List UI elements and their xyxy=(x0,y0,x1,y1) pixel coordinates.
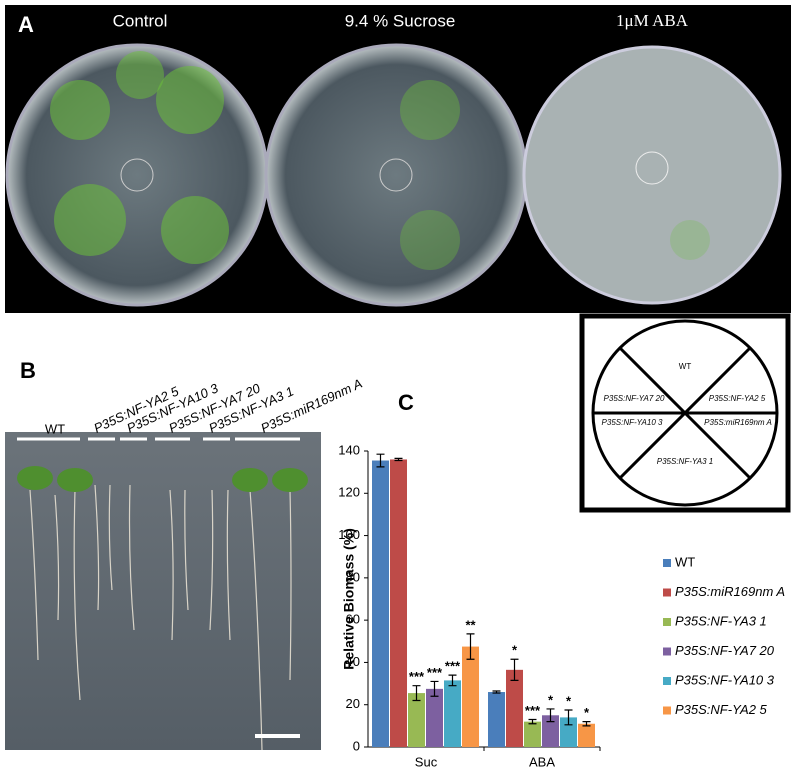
seedlings xyxy=(50,51,710,270)
y-tick-label: 40 xyxy=(346,654,360,669)
y-tick-label: 20 xyxy=(346,696,360,711)
bar xyxy=(444,680,461,747)
significance-label: *** xyxy=(525,703,541,718)
error-bar xyxy=(582,721,591,727)
seedling-photo xyxy=(5,432,321,750)
significance-label: *** xyxy=(427,665,443,680)
sector-label: P35S:NF-YA7 20 xyxy=(604,394,665,403)
plate xyxy=(264,43,528,307)
bar xyxy=(560,717,577,747)
bar xyxy=(462,646,479,747)
error-bar xyxy=(394,457,403,462)
plate-center xyxy=(635,151,669,185)
error-bar xyxy=(492,690,501,694)
plate xyxy=(522,45,782,305)
leaves xyxy=(17,466,308,492)
sector-label: P35S:NF-YA3 1 xyxy=(657,457,713,466)
legend-swatch xyxy=(663,559,671,567)
y-tick-label: 80 xyxy=(346,569,360,584)
error-bar xyxy=(546,708,555,723)
diagram-dividers xyxy=(593,346,777,480)
sector-label: P35S:NF-YA10 3 xyxy=(602,418,663,427)
y-axis-title: Relative Biomass (%) xyxy=(341,528,357,670)
error-bar xyxy=(510,658,519,681)
sector-label: P35S:miR169nm A xyxy=(704,418,772,427)
y-tick-label: 140 xyxy=(338,442,360,457)
error-bar xyxy=(564,709,573,726)
legend-label: P35S:NF-YA10 3 xyxy=(675,672,775,687)
plates xyxy=(5,43,782,307)
sector-label: P35S:NF-YA2 5 xyxy=(709,394,766,403)
significance-label: * xyxy=(548,692,554,707)
y-tick-label: 100 xyxy=(338,527,360,542)
y-tick-label: 0 xyxy=(353,738,360,753)
x-tick-label: Suc xyxy=(415,754,438,769)
genotype-labels: P35S:NF-YA2 5 P35S:NF-YA10 3 P35S:NF-YA7… xyxy=(91,376,364,436)
plate-center xyxy=(120,158,154,192)
legend-label: P35S:NF-YA7 20 xyxy=(675,643,775,658)
x-tick-label: ABA xyxy=(529,754,555,769)
y-tick-label: 60 xyxy=(346,612,360,627)
significance-label: *** xyxy=(445,659,461,674)
bar xyxy=(390,459,407,747)
bar xyxy=(488,692,505,747)
significance-label: *** xyxy=(409,669,425,684)
legend-swatch xyxy=(663,677,671,685)
bar xyxy=(426,688,443,747)
bar xyxy=(542,715,559,747)
plate-title: 9.4 % Sucrose xyxy=(345,11,456,30)
panel-label: A xyxy=(18,12,34,37)
legend-swatch xyxy=(663,588,671,597)
genotype-label: WT xyxy=(45,421,65,436)
legend-swatch xyxy=(663,618,671,626)
panel-label: B xyxy=(20,358,36,383)
legend-swatch xyxy=(663,647,671,656)
significance-label: * xyxy=(512,643,518,658)
panel-label: C xyxy=(398,390,414,415)
plate-title: 1μM ABA xyxy=(616,11,689,30)
diagram-labels: WT P35S:NF-YA7 20 P35S:NF-YA2 5 P35S:NF-… xyxy=(602,362,772,466)
bar xyxy=(506,669,523,747)
plate-title: Control xyxy=(113,11,168,30)
y-tick-label: 120 xyxy=(338,485,360,500)
sector-label: WT xyxy=(679,362,692,371)
legend-label: P35S:NF-YA2 5 xyxy=(675,702,768,717)
error-bar xyxy=(528,718,537,725)
roots xyxy=(29,484,292,751)
error-bar xyxy=(448,674,457,687)
significance-label: * xyxy=(584,705,590,720)
error-bar xyxy=(376,453,385,468)
legend-label: P35S:miR169nm A xyxy=(675,584,785,599)
bar xyxy=(372,460,389,747)
error-bar xyxy=(430,680,439,697)
bar xyxy=(408,693,425,747)
legend-label: WT xyxy=(675,554,695,569)
significance-label: * xyxy=(566,693,572,708)
significance-label: ** xyxy=(465,617,476,632)
legend-label: P35S:NF-YA3 1 xyxy=(675,613,767,628)
bar xyxy=(578,723,595,747)
error-bar xyxy=(412,685,421,702)
legend-swatch xyxy=(663,706,671,715)
plate-center xyxy=(379,158,413,192)
error-bar xyxy=(466,633,475,660)
bar xyxy=(524,721,541,747)
